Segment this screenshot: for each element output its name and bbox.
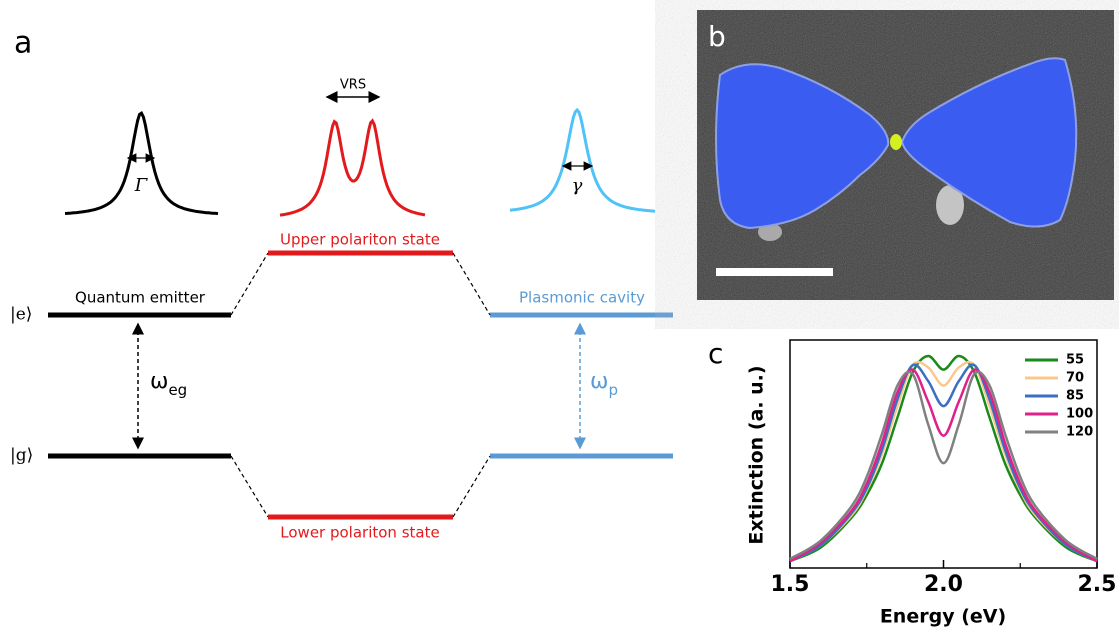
legend-label: 100 — [1066, 407, 1093, 422]
panel-a: a Γ VRS γ |e⟩ |g⟩ Quantum emitter Plasmo… — [10, 26, 673, 542]
emitter-dot — [890, 134, 902, 150]
panel-label: c — [708, 337, 723, 370]
omega: ω — [590, 369, 608, 394]
scale-bar — [716, 268, 833, 276]
panel-label: b — [708, 20, 726, 53]
emitter-transition: ωeg — [150, 369, 187, 399]
emitter-name: Quantum emitter — [75, 289, 206, 307]
polariton-lineshape — [280, 121, 425, 215]
legend-label: 55 — [1066, 353, 1084, 368]
legend-label: 120 — [1066, 425, 1093, 440]
cavity-transition: ωp — [590, 369, 618, 399]
cavity-name: Plasmonic cavity — [519, 289, 645, 307]
subscript: p — [608, 381, 618, 399]
cavity-width: γ — [572, 175, 583, 196]
lower-name: Lower polariton state — [280, 524, 439, 542]
x-tick-label: 1.5 — [771, 572, 810, 597]
x-axis-label: Energy (eV) — [880, 606, 1006, 628]
excited-label: |e⟩ — [10, 305, 32, 325]
subscript: eg — [168, 381, 187, 399]
x-tick-label: 2.0 — [924, 572, 963, 597]
cavity-lineshape — [510, 110, 655, 211]
ground-label: |g⟩ — [10, 446, 33, 466]
panel-label: a — [14, 26, 32, 61]
emitter-lineshape — [65, 113, 218, 213]
panel-c: c Energy (eV) Extinction (a. u.) 1.5 2.0 2… — [708, 337, 1116, 628]
emitter-width: Γ — [134, 175, 149, 196]
x-tick-label: 2.5 — [1078, 572, 1117, 597]
y-axis-label: Extinction (a. u.) — [746, 365, 768, 544]
panel-b: b — [697, 10, 1114, 300]
legend-label: 70 — [1066, 371, 1084, 386]
omega: ω — [150, 369, 168, 394]
connectors — [231, 253, 490, 517]
upper-name: Upper polariton state — [280, 231, 440, 249]
vrs-label: VRS — [340, 78, 366, 93]
figure: a Γ VRS γ |e⟩ |g⟩ Quantum emitter Plasmo… — [0, 0, 1119, 629]
legend-label: 85 — [1066, 389, 1084, 404]
